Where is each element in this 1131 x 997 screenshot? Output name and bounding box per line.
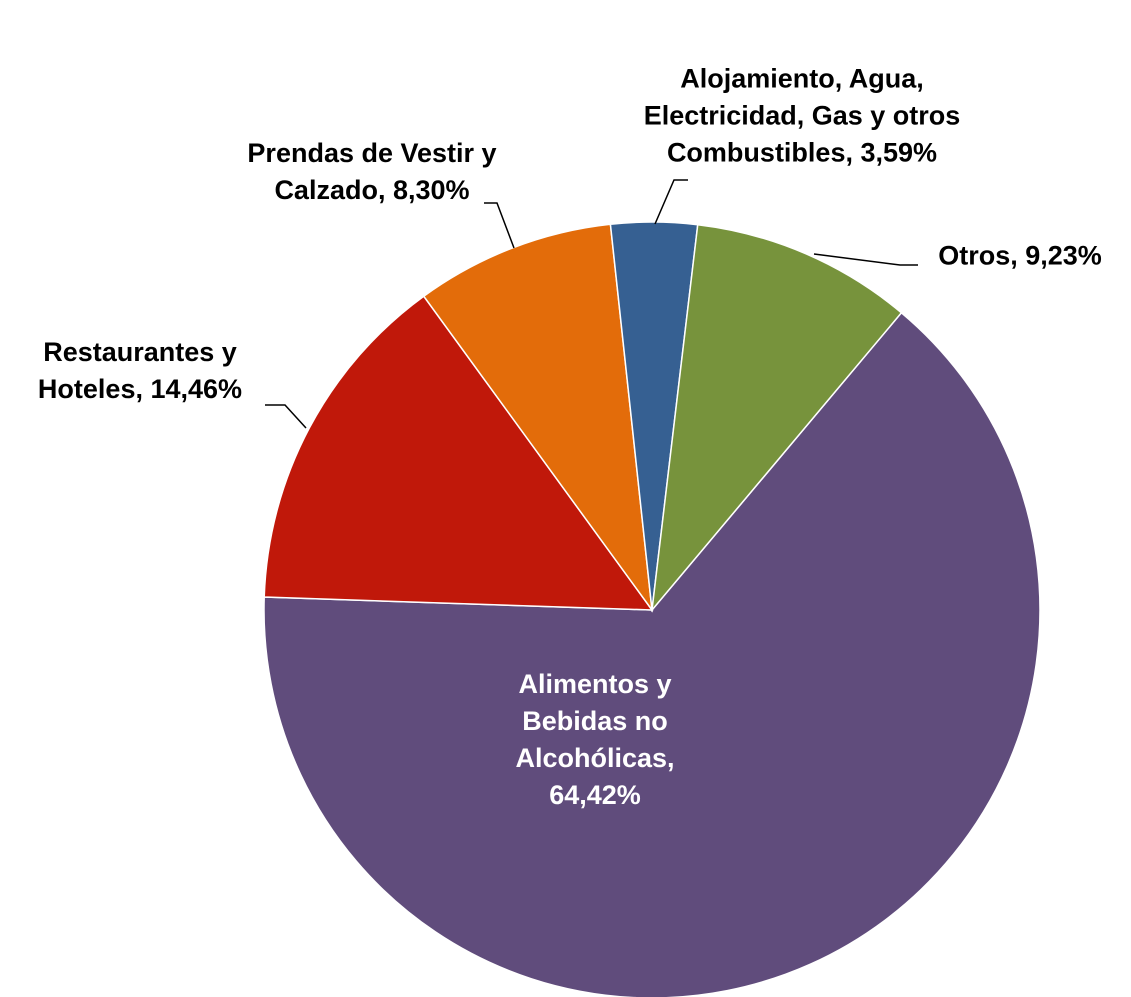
slice-label: Restaurantes y Hoteles14,46% xyxy=(5,334,275,408)
slice-label: Prendas de Vestir y Calzado8,30% xyxy=(207,135,537,209)
category-label: Alojamiento, Agua, Electricidad, Gas y o… xyxy=(644,64,961,168)
pie-slice xyxy=(263,311,1041,997)
value-label: 14,46% xyxy=(150,374,243,404)
leader-line xyxy=(654,179,688,225)
leader-lines xyxy=(265,179,918,429)
value-label: 8,30% xyxy=(392,175,470,205)
leader-line xyxy=(484,202,515,249)
value-label: 9,23% xyxy=(1025,240,1102,271)
pie-slice xyxy=(650,223,903,613)
category-label: Otros xyxy=(938,241,1025,271)
pie-slice xyxy=(422,223,654,613)
value-label: 3,59% xyxy=(860,137,938,168)
value-label: 64,42% xyxy=(549,780,641,810)
category-label: Alimentos y Bebidas no Alcohólicas xyxy=(515,669,674,773)
slice-label: Alimentos y Bebidas no Alcohólicas 64,42% xyxy=(480,666,710,814)
slice-label: Otros9,23% xyxy=(910,238,1130,275)
pie-slice xyxy=(263,295,654,611)
leader-line xyxy=(265,404,307,429)
slice-label: Alojamiento, Agua, Electricidad, Gas y o… xyxy=(637,61,967,172)
leader-line xyxy=(813,253,918,266)
